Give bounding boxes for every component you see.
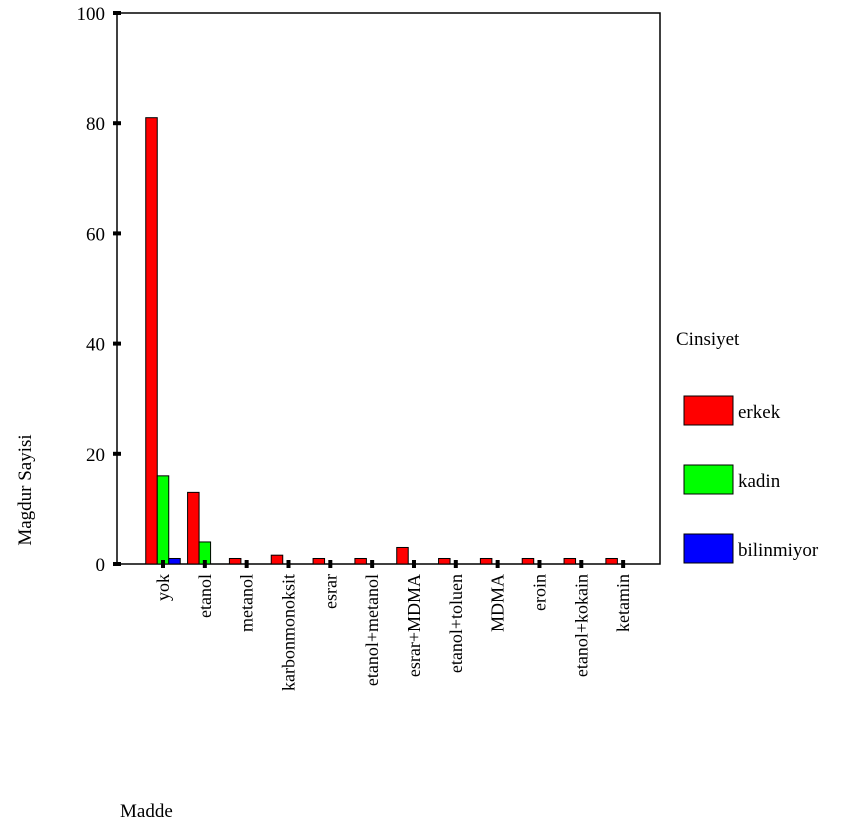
plot-area bbox=[116, 12, 661, 565]
x-tick-label: etanol+toluen bbox=[446, 574, 466, 673]
bar-erkek-metanol bbox=[228, 557, 242, 565]
bar-erkek-karbonmonoksit bbox=[270, 554, 284, 565]
x-tick-label: etanol bbox=[195, 574, 215, 618]
x-tick-label: esrar bbox=[320, 574, 340, 609]
x-tick-label: karbonmonoksit bbox=[278, 574, 298, 691]
x-tick-label: esrar+MDMA bbox=[404, 574, 424, 677]
legend-title: Cinsiyet bbox=[676, 329, 740, 350]
legend-label-bilinmiyor: bilinmiyor bbox=[738, 540, 819, 561]
bar-kadin-yok bbox=[156, 475, 170, 565]
x-axis: yok etanol metanol karbonmonoksit esrar etano… bbox=[153, 560, 633, 691]
bars bbox=[145, 117, 618, 565]
x-tick-label: eroin bbox=[529, 574, 549, 611]
bar-bilinmiyor-yok bbox=[168, 557, 181, 565]
x-tick-label: ketamin bbox=[613, 574, 633, 632]
x-tick-label: metanol bbox=[237, 574, 257, 632]
y-tick-label: 0 bbox=[96, 555, 106, 576]
y-tick-label: 20 bbox=[86, 445, 105, 466]
legend-swatch-kadin bbox=[683, 464, 734, 495]
legend-swatch-bilinmiyor bbox=[683, 533, 734, 564]
bar-erkek-ketamin bbox=[605, 557, 618, 565]
x-tick-label: etanol+metanol bbox=[362, 574, 382, 686]
y-tick-label: 40 bbox=[86, 335, 105, 356]
y-axis-title: Magdur Sayisi bbox=[15, 434, 36, 545]
x-tick-label: MDMA bbox=[488, 574, 508, 632]
bar-erkek-etanol+toluen bbox=[438, 557, 451, 565]
x-tick-label: yok bbox=[153, 574, 173, 601]
legend-label-kadin: kadin bbox=[738, 471, 781, 492]
y-tick-label: 80 bbox=[86, 114, 105, 135]
y-tick-label: 60 bbox=[86, 224, 105, 245]
bar-erkek-etanol+metanol bbox=[354, 557, 367, 565]
y-axis: 0 20 40 60 80 100 bbox=[77, 4, 121, 576]
bar-erkek-yok bbox=[145, 117, 158, 565]
bar-erkek-esrar bbox=[312, 557, 326, 565]
bar-erkek-etanol+kokain bbox=[563, 557, 577, 565]
x-tick-label: etanol+kokain bbox=[571, 574, 591, 677]
legend-swatch-erkek bbox=[683, 395, 734, 426]
bar-erkek-eroin bbox=[521, 557, 535, 565]
bar-erkek-MDMA bbox=[479, 557, 493, 565]
legend-label-erkek: erkek bbox=[738, 402, 781, 423]
legend: Cinsiyet erkek kadin bilinmiyor bbox=[676, 329, 819, 564]
x-axis-title: Madde bbox=[120, 801, 173, 822]
bar-erkek-etanol bbox=[187, 491, 200, 565]
bar-erkek-esrar+MDMA bbox=[396, 546, 409, 565]
y-tick-label: 100 bbox=[77, 4, 106, 25]
